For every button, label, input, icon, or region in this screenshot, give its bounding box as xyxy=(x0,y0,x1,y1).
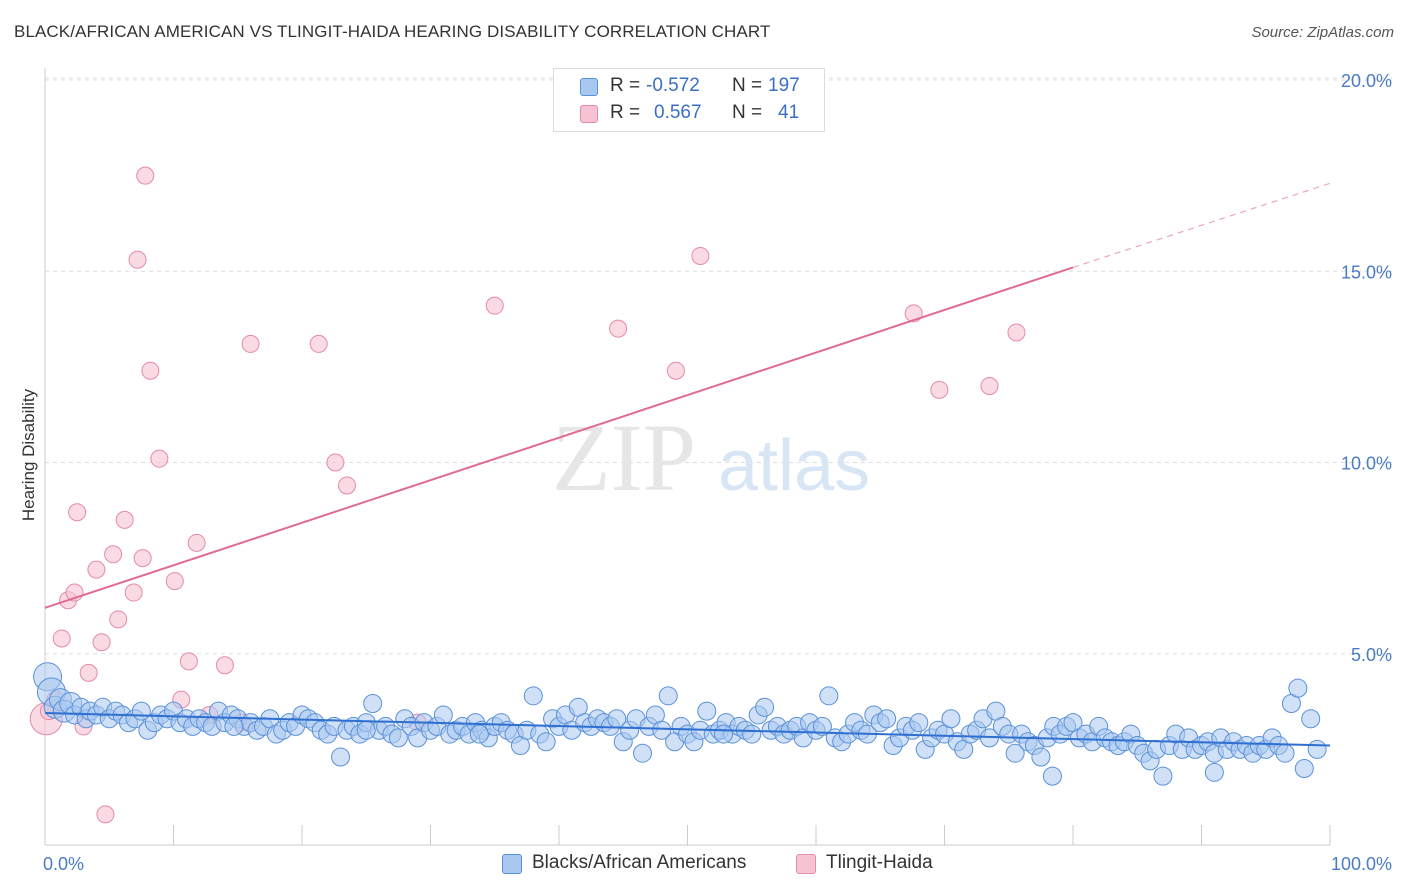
black-african-american-point xyxy=(433,705,453,725)
tlingit-haida-point xyxy=(87,560,106,579)
black-african-american-point xyxy=(909,713,929,733)
black-african-american-point xyxy=(713,724,733,744)
y-tick-label: 10.0% xyxy=(1341,454,1392,474)
legend-n-label: N = xyxy=(732,75,763,96)
black-african-american-point xyxy=(224,716,244,736)
legend-n-value: 41 xyxy=(778,102,800,123)
tlingit-haida-point xyxy=(128,250,147,269)
tlingit-haida-point xyxy=(666,361,685,380)
black-african-american-point xyxy=(633,743,653,763)
tlingit-haida-point xyxy=(136,166,155,185)
tlingit-haida-point xyxy=(691,246,710,265)
bottom-legend-label: Tlingit-Haida xyxy=(826,852,933,873)
tlingit-haida-trendline xyxy=(44,266,1074,609)
legend-r-label: R = xyxy=(610,102,641,123)
black-african-american-point xyxy=(941,709,961,729)
y-tick-label: 20.0% xyxy=(1341,71,1392,91)
y-tick-label: 5.0% xyxy=(1351,645,1392,665)
blacks-trendline xyxy=(44,712,1331,747)
black-african-american-point xyxy=(363,693,383,713)
black-african-american-point xyxy=(1301,709,1321,729)
black-african-american-point xyxy=(1204,762,1224,782)
tlingit-haida-point xyxy=(241,334,260,353)
tlingit-haida-point xyxy=(904,304,923,323)
tlingit-haida-point xyxy=(215,656,234,675)
tlingit-haida-point xyxy=(150,449,169,468)
tlingit-haida-point xyxy=(309,334,328,353)
black-african-american-point xyxy=(1275,743,1295,763)
black-african-american-point xyxy=(742,724,762,744)
black-african-american-point xyxy=(1005,743,1025,763)
black-african-american-point xyxy=(388,728,408,748)
tlingit-haida-point xyxy=(141,361,160,380)
tlingit-haida-point xyxy=(485,296,504,315)
tlingit-haida-point xyxy=(96,805,115,824)
black-african-american-point xyxy=(658,686,678,706)
tlingit-haida-point xyxy=(609,319,628,338)
tlingit-haida-point xyxy=(124,583,143,602)
tlingit-haida-point xyxy=(930,380,949,399)
black-african-american-point xyxy=(356,720,376,740)
tlingit-haida-point xyxy=(115,510,134,529)
watermark: ZIP atlas xyxy=(552,404,870,511)
watermark-atlas: atlas xyxy=(718,426,870,506)
tlingit-haida-point xyxy=(133,549,152,568)
tlingit-haida-point xyxy=(337,476,356,495)
legend-r-value: 0.567 xyxy=(654,102,702,123)
black-african-american-point xyxy=(1307,739,1327,759)
chart-title: BLACK/AFRICAN AMERICAN VS TLINGIT-HAIDA … xyxy=(14,22,771,41)
legend-swatch-blue xyxy=(580,78,598,96)
black-african-american-point xyxy=(1294,759,1314,778)
black-african-american-point xyxy=(1153,766,1173,786)
x-tick-label: 100.0% xyxy=(1331,854,1392,874)
tlingit-haida-point xyxy=(980,377,999,395)
black-african-american-point xyxy=(469,724,489,744)
source-label: Source: ZipAtlas.com xyxy=(1251,24,1394,41)
black-african-american-point xyxy=(755,697,775,717)
tlingit-haida-point xyxy=(79,663,98,682)
tlingit-haida-point xyxy=(68,503,87,522)
black-african-american-point xyxy=(536,732,556,752)
black-african-american-point xyxy=(819,686,839,706)
tlingit-haida-point xyxy=(1007,323,1026,342)
y-axis-label: Hearing Disability xyxy=(19,388,38,521)
tlingit-haida-point xyxy=(52,629,71,648)
tlingit-haida-point xyxy=(109,610,128,629)
black-african-american-point xyxy=(1042,766,1062,786)
bottom-swatch-pink xyxy=(796,854,816,874)
black-african-american-point xyxy=(331,747,351,767)
black-african-american-points xyxy=(33,662,1327,786)
legend-swatch-pink xyxy=(580,105,598,123)
black-african-american-point xyxy=(697,701,717,721)
tlingit-haida-point xyxy=(165,572,184,591)
legend-r-value: -0.572 xyxy=(646,75,700,96)
trendlines xyxy=(44,182,1331,747)
tlingit-haida-point xyxy=(187,533,206,552)
tlingit-haida-point xyxy=(92,633,111,652)
legend-n-label: N = xyxy=(732,102,763,123)
black-african-american-point xyxy=(877,709,897,729)
watermark-zip: ZIP xyxy=(552,404,696,511)
correlation-legend: R = -0.572 N = 197 R = 0.567 N = 41 xyxy=(553,68,825,132)
tlingit-haida-point xyxy=(326,453,345,472)
legend-r-label: R = xyxy=(610,75,641,96)
bottom-swatch-blue xyxy=(502,854,522,874)
gridlines xyxy=(45,77,1392,655)
y-tick-label: 15.0% xyxy=(1341,262,1392,282)
legend-n-value: 197 xyxy=(768,75,800,96)
tick-labels: 5.0% 10.0% 15.0% 20.0% 0.0% 100.0% xyxy=(43,71,1392,874)
black-african-american-point xyxy=(1288,678,1308,698)
x-tick-label: 0.0% xyxy=(43,854,84,874)
tlingit-haida-point xyxy=(179,652,198,671)
black-african-american-point xyxy=(1031,747,1051,767)
black-african-american-point xyxy=(652,720,672,740)
black-african-american-point xyxy=(523,686,543,706)
black-african-american-point xyxy=(812,716,832,736)
tlingit-haida-point xyxy=(104,545,123,564)
tlingit-haida-trendline-extension xyxy=(1072,182,1331,268)
bottom-legend-label: Blacks/African Americans xyxy=(532,852,747,873)
